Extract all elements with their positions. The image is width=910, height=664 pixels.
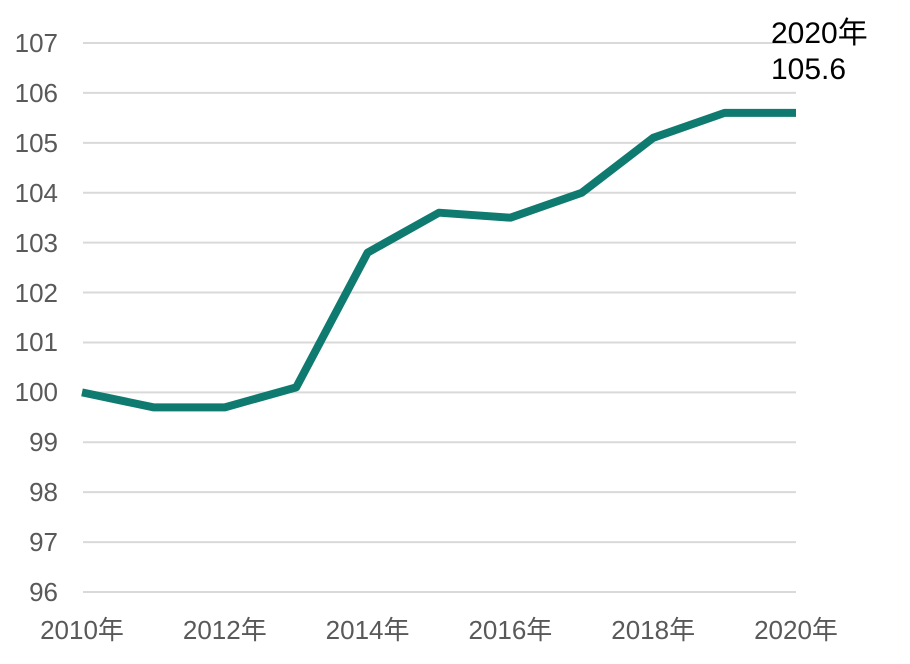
x-tick-label: 2010年 bbox=[40, 615, 124, 645]
y-tick-label: 107 bbox=[14, 28, 58, 58]
y-tick-label: 104 bbox=[14, 177, 58, 208]
end-point-annotation: 2020年 105.6 bbox=[771, 16, 868, 88]
x-tick-label: 2018年 bbox=[611, 615, 696, 645]
x-tick-label: 2014年 bbox=[325, 615, 410, 645]
y-tick-label: 97 bbox=[29, 527, 58, 558]
y-tick-label: 106 bbox=[14, 77, 58, 108]
data-line bbox=[81, 108, 796, 412]
y-tick-label: 102 bbox=[14, 277, 58, 308]
y-tick-label: 99 bbox=[29, 427, 58, 458]
y-tick-label: 103 bbox=[14, 227, 58, 258]
annotation-year: 2020年 bbox=[771, 17, 868, 50]
x-tick-label: 2016年 bbox=[468, 615, 553, 645]
y-tick-label: 101 bbox=[14, 327, 58, 358]
annotation-value: 105.6 bbox=[771, 53, 847, 86]
x-tick-label: 2012年 bbox=[182, 615, 267, 645]
y-tick-label: 100 bbox=[14, 377, 58, 408]
y-tick-label: 105 bbox=[14, 127, 58, 158]
y-tick-label: 98 bbox=[29, 477, 58, 508]
y-tick-label: 96 bbox=[29, 577, 58, 607]
x-tick-label: 2020年 bbox=[754, 615, 838, 645]
